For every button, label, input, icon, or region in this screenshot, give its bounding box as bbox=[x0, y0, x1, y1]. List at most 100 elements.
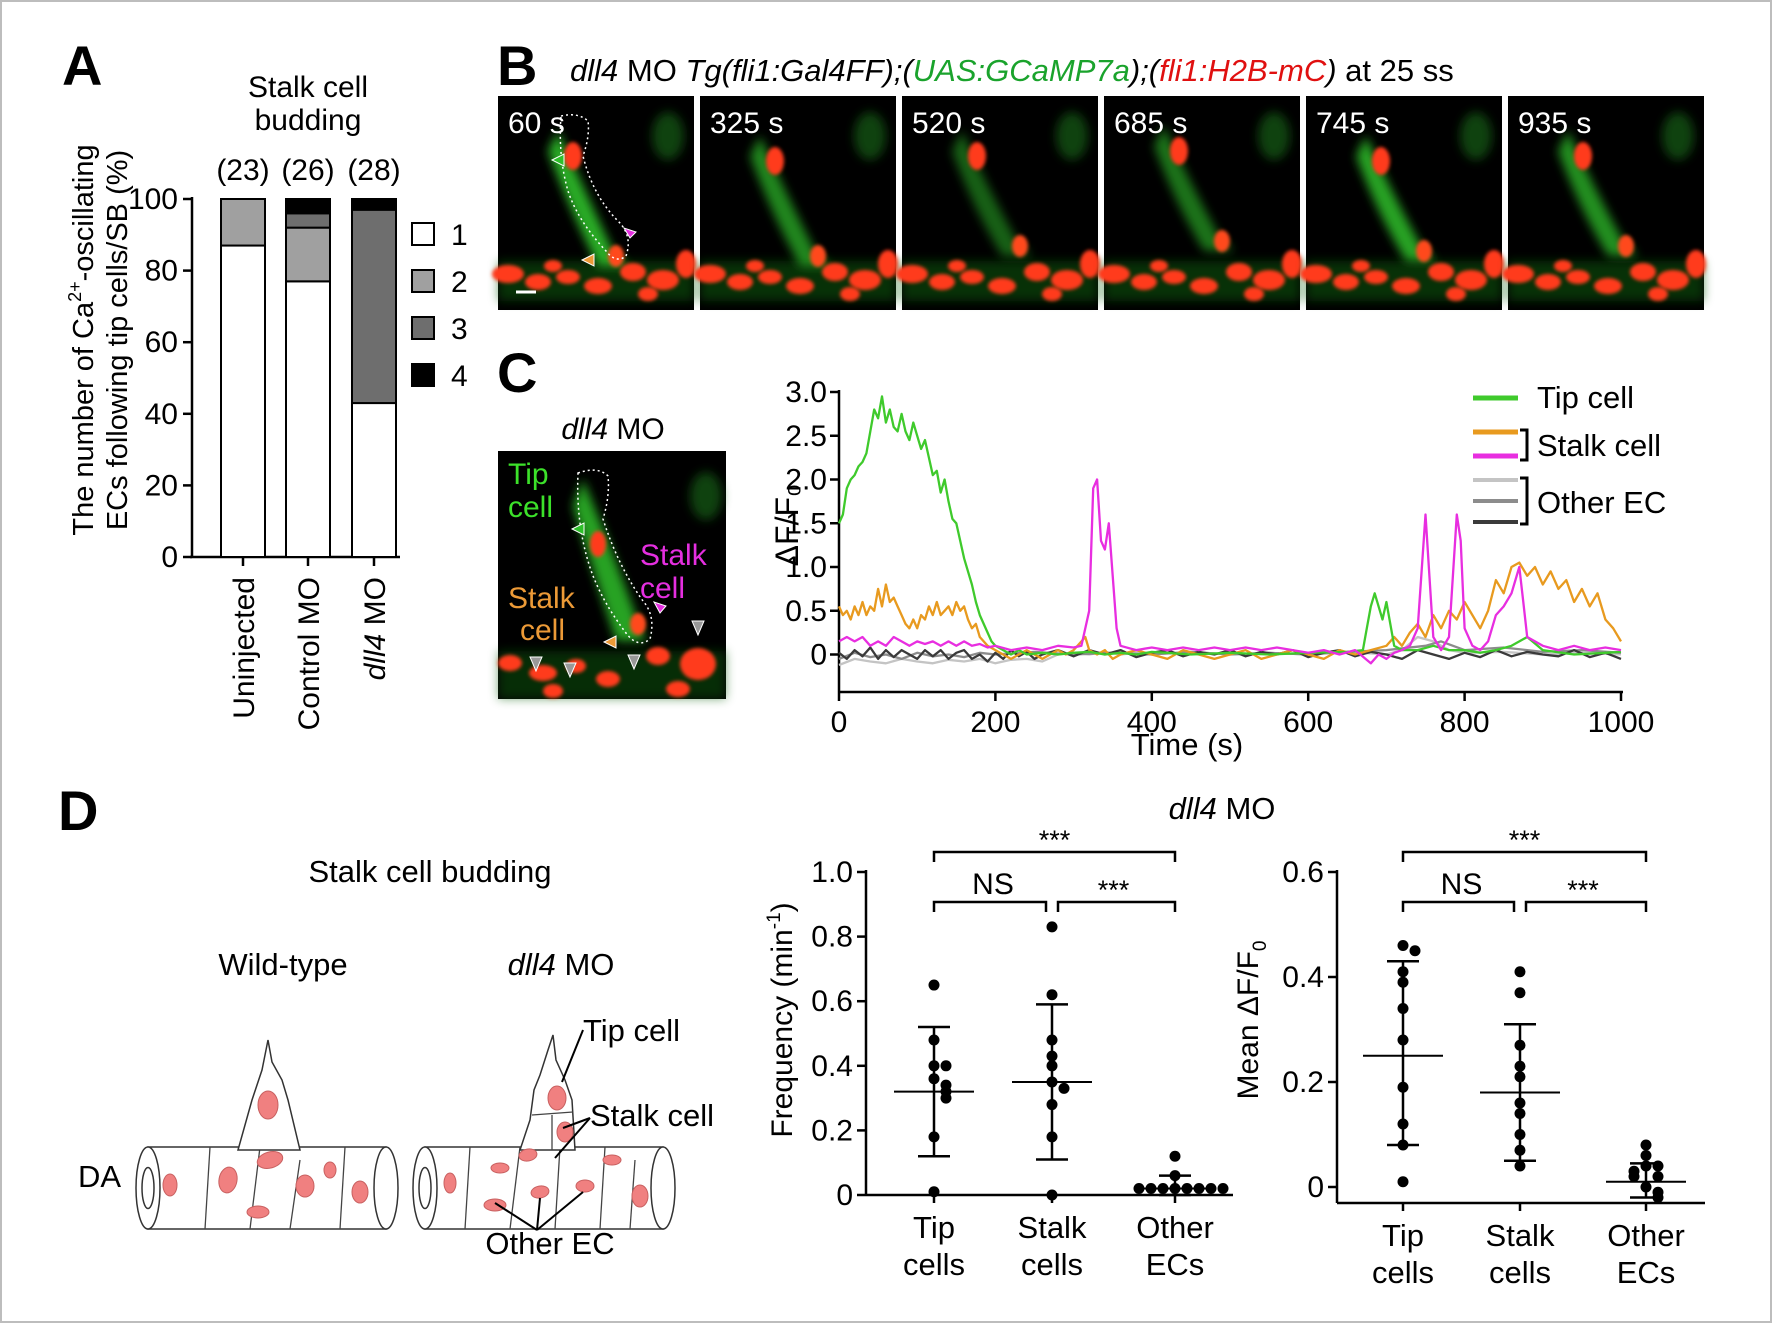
bracket-tip-vs-stalk bbox=[1401, 900, 1516, 912]
nucleus bbox=[443, 1172, 457, 1194]
data-point bbox=[1397, 1176, 1409, 1188]
da-nucleus bbox=[1554, 260, 1572, 272]
data-point bbox=[928, 1073, 940, 1085]
legend-bracket-other bbox=[1520, 476, 1529, 526]
leader-stalk-cell bbox=[554, 1117, 591, 1159]
da-nucleus bbox=[948, 260, 966, 272]
panel-a-bars bbox=[220, 198, 397, 558]
da-nucleus bbox=[1226, 263, 1252, 281]
image-frame: 325 s bbox=[694, 96, 898, 310]
panel-b-frames: 60 s 325 s 520 s 685 s 745 s 935 s bbox=[492, 96, 1706, 310]
cell-outline bbox=[559, 114, 629, 260]
panel-b: B dll4 MO Tg(fli1:Gal4FF);(UAS:GCaMP7a);… bbox=[492, 34, 1706, 310]
data-point bbox=[1046, 1131, 1058, 1143]
mean-significance: *** NS *** bbox=[1401, 825, 1648, 912]
schematic-tip-cell-label: Tip cell bbox=[583, 1013, 680, 1048]
panel-c-xlabel: Time (s) bbox=[1131, 727, 1244, 762]
da-nucleus bbox=[544, 260, 562, 272]
data-point bbox=[928, 1186, 940, 1198]
nucleus bbox=[162, 1173, 178, 1197]
da-nucleus bbox=[1080, 250, 1100, 278]
da-nucleus bbox=[960, 270, 984, 284]
schematic-drawings bbox=[135, 1029, 676, 1231]
data-point bbox=[1514, 1071, 1526, 1083]
da-nucleus bbox=[1428, 263, 1454, 281]
category-tip-line2: cells bbox=[1372, 1255, 1434, 1290]
bracket-tip-vs-other bbox=[1401, 850, 1648, 862]
image-frame: 685 s bbox=[1098, 96, 1302, 310]
vessel-lumen bbox=[141, 1166, 155, 1210]
data-point bbox=[1514, 1108, 1526, 1119]
sprout-shape bbox=[518, 1034, 576, 1151]
panel-b-title: dll4 MO Tg(fli1:Gal4FF);(UAS:GCaMP7a);(f… bbox=[570, 53, 1454, 88]
y-tick-label: 20 bbox=[145, 469, 178, 502]
cell-border bbox=[204, 1146, 211, 1230]
stalk-arrowhead-orange bbox=[602, 635, 617, 649]
bracket-stalk-vs-other bbox=[1524, 900, 1648, 912]
data-point bbox=[1514, 966, 1526, 978]
da-nucleus bbox=[646, 647, 670, 665]
data-point bbox=[1640, 1139, 1652, 1151]
image-frame: 745 s bbox=[1300, 96, 1504, 310]
panel-c-ylabel: ΔF/F₀ bbox=[769, 484, 805, 567]
bar-segment bbox=[285, 198, 331, 215]
x-label-uninjected: Uninjected bbox=[228, 577, 261, 719]
other-ec-arrowhead bbox=[529, 656, 543, 673]
frame-time-label: 935 s bbox=[1518, 107, 1591, 140]
da-nucleus bbox=[1190, 278, 1218, 294]
da-nucleus bbox=[1686, 250, 1706, 278]
stalk-arrowhead-magenta bbox=[652, 601, 667, 614]
panel-a-x-labels: Uninjected Control MO dll4 MO bbox=[228, 577, 392, 730]
data-point bbox=[1157, 1183, 1169, 1195]
panel-c-letter: C bbox=[497, 341, 537, 404]
leader-other-ec bbox=[536, 1191, 584, 1231]
y-tick-label: 60 bbox=[145, 326, 178, 359]
leader-other-ec bbox=[494, 1202, 538, 1231]
cell-border bbox=[289, 1159, 301, 1230]
frame-time-label: 325 s bbox=[710, 107, 783, 140]
da-nucleus bbox=[746, 260, 764, 272]
y-tick-label: 2.0 bbox=[785, 464, 827, 497]
y-tick-label: 0 bbox=[161, 541, 178, 574]
data-point bbox=[928, 1131, 940, 1143]
series-line bbox=[837, 395, 1622, 656]
panel-c-image-content bbox=[498, 469, 726, 699]
category-stalk-line1: Stalk bbox=[1486, 1218, 1555, 1253]
da-nucleus bbox=[647, 270, 679, 290]
data-point bbox=[1046, 1099, 1058, 1111]
bar-segment bbox=[285, 212, 331, 229]
nucleus bbox=[530, 1185, 550, 1199]
da-nucleus bbox=[896, 265, 928, 283]
frequency-plot: Frequency (min-1) 0 0.2 0.4 0.6 0.8 1.0 *** N… bbox=[764, 825, 1233, 1282]
legend-label-1: 1 bbox=[451, 219, 468, 252]
cell-outline bbox=[576, 469, 653, 644]
series-line bbox=[838, 478, 1622, 665]
category-stalk-line2: cells bbox=[1021, 1247, 1083, 1282]
data-point bbox=[1397, 1118, 1409, 1130]
data-point bbox=[928, 1034, 940, 1046]
data-point bbox=[1514, 1160, 1526, 1172]
data-point bbox=[940, 1060, 952, 1072]
tip-nucleus bbox=[1170, 137, 1188, 165]
tip-nucleus bbox=[564, 142, 582, 170]
image-label-tip-1: Tip bbox=[508, 458, 549, 491]
nucleus bbox=[556, 1121, 574, 1143]
frequency-significance: *** NS *** bbox=[932, 825, 1177, 912]
cell-border bbox=[464, 1146, 471, 1230]
legend-swatch-3 bbox=[411, 316, 435, 340]
data-point bbox=[1628, 1171, 1640, 1182]
category-stalk-line1: Stalk bbox=[1018, 1210, 1087, 1245]
category-other-line2: ECs bbox=[1617, 1255, 1676, 1290]
sig-tip-vs-stalk: NS bbox=[972, 868, 1014, 901]
y-tick-label: 0.2 bbox=[1282, 1066, 1324, 1099]
tip-nucleus bbox=[766, 147, 784, 175]
da-nucleus bbox=[1162, 270, 1186, 284]
da-nucleus bbox=[822, 263, 848, 281]
da-nucleus bbox=[1535, 274, 1561, 290]
da-nucleus bbox=[492, 265, 524, 283]
data-point bbox=[1193, 1183, 1205, 1195]
y-tick-label: 0 bbox=[810, 639, 827, 672]
da-nucleus bbox=[988, 278, 1016, 294]
data-point bbox=[1397, 966, 1409, 978]
